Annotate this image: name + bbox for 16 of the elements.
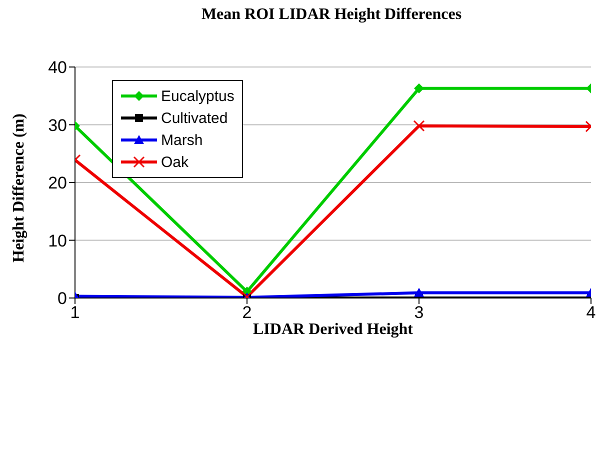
y-axis-title: Height Difference (m) <box>10 114 28 262</box>
chart-title: Mean ROI LIDAR Height Differences <box>200 6 463 24</box>
legend-label: Cultivated <box>161 110 228 126</box>
x-tick-label: 1 <box>70 303 80 322</box>
y-tick-label: 0 <box>58 289 67 308</box>
x-tick-label: 4 <box>586 303 596 322</box>
x-tick-label: 2 <box>242 303 252 322</box>
legend-label: Oak <box>161 154 189 170</box>
y-tick-label: 20 <box>48 174 67 193</box>
legend-label: Marsh <box>161 132 203 148</box>
x-axis-title: LIDAR Derived Height <box>253 321 414 338</box>
x-tick-label: 3 <box>414 303 424 322</box>
y-tick-label: 40 <box>48 58 67 78</box>
legend-label: Eucalyptus <box>161 88 234 104</box>
y-tick-label: 30 <box>48 116 67 135</box>
y-tick-label: 10 <box>48 231 67 250</box>
